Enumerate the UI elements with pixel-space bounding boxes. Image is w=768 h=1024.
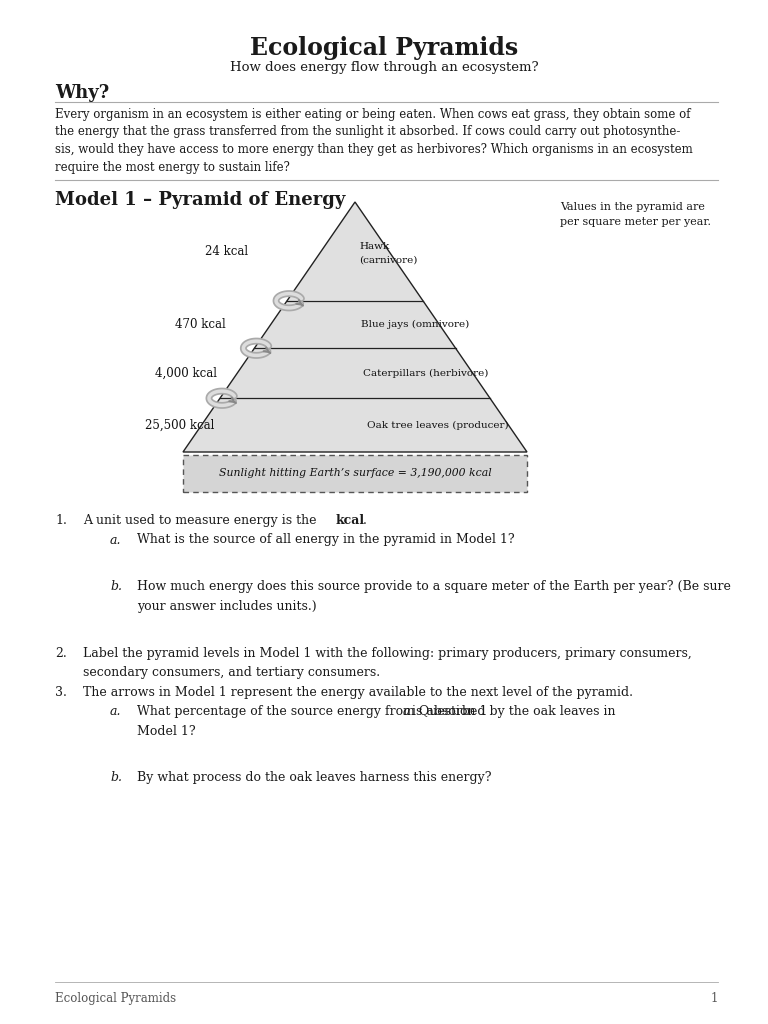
Text: a: a <box>402 706 409 718</box>
Text: Label the pyramid levels in Model 1 with the following: primary producers, prima: Label the pyramid levels in Model 1 with… <box>83 646 692 659</box>
Polygon shape <box>254 301 455 348</box>
Text: Caterpillars (herbivore): Caterpillars (herbivore) <box>363 369 488 378</box>
Text: 24 kcal: 24 kcal <box>205 245 248 258</box>
Text: Model 1 – Pyramid of Energy: Model 1 – Pyramid of Energy <box>55 191 346 209</box>
Text: A unit used to measure energy is the: A unit used to measure energy is the <box>83 514 320 527</box>
Text: a.: a. <box>110 706 121 718</box>
Text: Model 1?: Model 1? <box>137 725 196 737</box>
Text: Values in the pyramid are: Values in the pyramid are <box>560 202 705 212</box>
Text: Oak tree leaves (producer): Oak tree leaves (producer) <box>367 421 508 430</box>
Text: secondary consumers, and tertiary consumers.: secondary consumers, and tertiary consum… <box>83 666 380 679</box>
Text: Every organism in an ecosystem is either eating or being eaten. When cows eat gr: Every organism in an ecosystem is either… <box>55 108 690 121</box>
Text: Ecological Pyramids: Ecological Pyramids <box>55 992 176 1005</box>
Text: (carnivore): (carnivore) <box>359 256 417 265</box>
Polygon shape <box>287 202 423 301</box>
Text: .: . <box>363 514 367 527</box>
Text: What is the source of all energy in the pyramid in Model 1?: What is the source of all energy in the … <box>137 534 515 547</box>
Text: Ecological Pyramids: Ecological Pyramids <box>250 36 518 60</box>
Text: 1: 1 <box>710 992 718 1005</box>
Text: b.: b. <box>110 581 122 593</box>
Text: require the most energy to sustain life?: require the most energy to sustain life? <box>55 161 290 173</box>
Text: b.: b. <box>110 771 122 784</box>
Text: By what process do the oak leaves harness this energy?: By what process do the oak leaves harnes… <box>137 771 492 784</box>
Text: the energy that the grass transferred from the sunlight it absorbed. If cows cou: the energy that the grass transferred fr… <box>55 126 680 138</box>
Text: What percentage of the source energy from Question 1: What percentage of the source energy fro… <box>137 706 488 718</box>
Bar <box>183 455 527 492</box>
Text: The arrows in Model 1 represent the energy available to the next level of the py: The arrows in Model 1 represent the ener… <box>83 686 633 698</box>
Text: 3.: 3. <box>55 686 67 698</box>
Text: How does energy flow through an ecosystem?: How does energy flow through an ecosyste… <box>230 61 538 74</box>
Polygon shape <box>220 348 490 398</box>
Text: 25,500 kcal: 25,500 kcal <box>145 419 214 432</box>
Text: a.: a. <box>110 534 121 547</box>
Text: Sunlight hitting Earth’s surface = 3,190,000 kcal: Sunlight hitting Earth’s surface = 3,190… <box>219 469 492 478</box>
Text: 2.: 2. <box>55 646 67 659</box>
Text: per square meter per year.: per square meter per year. <box>560 217 711 227</box>
Text: 1.: 1. <box>55 514 67 527</box>
Text: your answer includes units.): your answer includes units.) <box>137 600 316 612</box>
Text: Why?: Why? <box>55 84 109 102</box>
Text: sis, would they have access to more energy than they get as herbivores? Which or: sis, would they have access to more ener… <box>55 143 693 156</box>
Text: Blue jays (omnivore): Blue jays (omnivore) <box>361 319 469 329</box>
Text: How much energy does this source provide to a square meter of the Earth per year: How much energy does this source provide… <box>137 581 731 593</box>
Text: 4,000 kcal: 4,000 kcal <box>155 367 217 380</box>
Text: Hawk: Hawk <box>359 242 389 251</box>
Polygon shape <box>183 398 527 452</box>
Text: 470 kcal: 470 kcal <box>175 318 226 331</box>
Text: kcal: kcal <box>336 514 365 527</box>
Text: is absorbed by the oak leaves in: is absorbed by the oak leaves in <box>408 706 615 718</box>
